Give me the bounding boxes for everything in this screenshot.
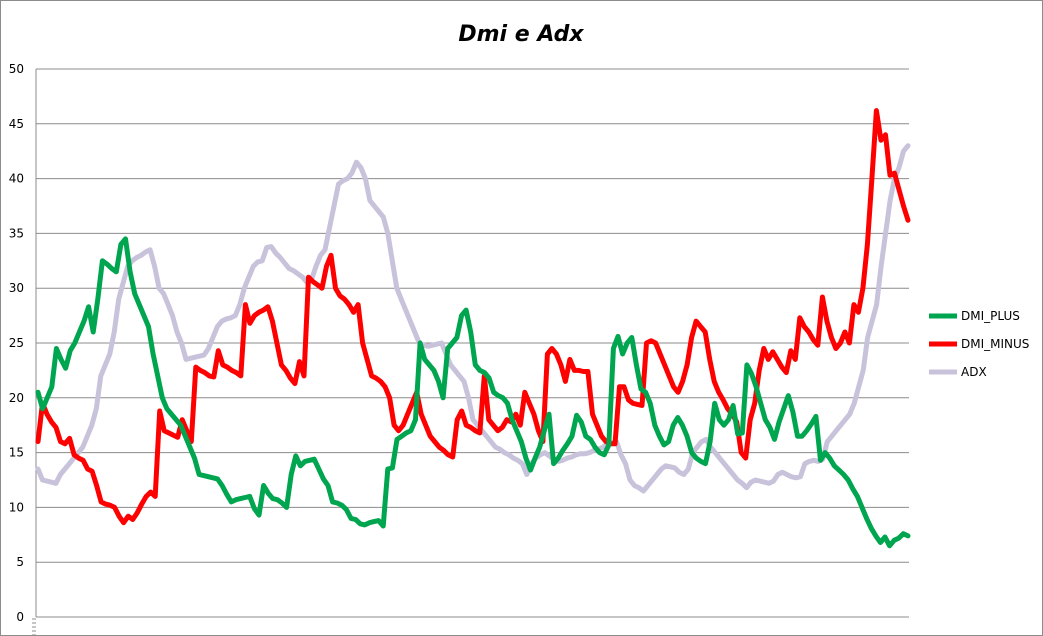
gridlines [36,68,909,563]
legend-item: DMI_MINUS [929,337,1029,351]
y-tick-label: 35 [9,226,24,240]
series-line-dmi-minus [35,108,911,526]
y-tick-label: 25 [9,336,24,350]
axes [32,69,909,635]
y-tick-label: 5 [16,555,24,569]
y-tick-label: 40 [9,172,24,186]
y-tick-label: 50 [9,62,24,76]
legend-item: ADX [929,365,987,379]
y-tick-label: 10 [9,500,24,514]
legend-label: ADX [961,365,987,379]
chart-title: Dmi e Adx [458,22,584,47]
legend-item: DMI_PLUS [929,309,1020,323]
y-tick-label: 45 [9,117,24,131]
series-line-adx [35,143,911,494]
y-tick-label: 30 [9,281,24,295]
y-tick-label: 20 [9,391,24,405]
series-lines [35,108,911,549]
y-tick-label: 0 [16,610,24,624]
legend: DMI_PLUS DMI_MINUS ADX [929,309,1029,379]
y-tick-label: 15 [9,446,24,460]
legend-label: DMI_PLUS [961,309,1020,323]
series-line-dmi-plus [35,236,911,549]
y-axis-tick-labels: 0 5 10 15 20 25 30 35 40 45 50 [9,62,24,624]
legend-label: DMI_MINUS [961,337,1029,351]
